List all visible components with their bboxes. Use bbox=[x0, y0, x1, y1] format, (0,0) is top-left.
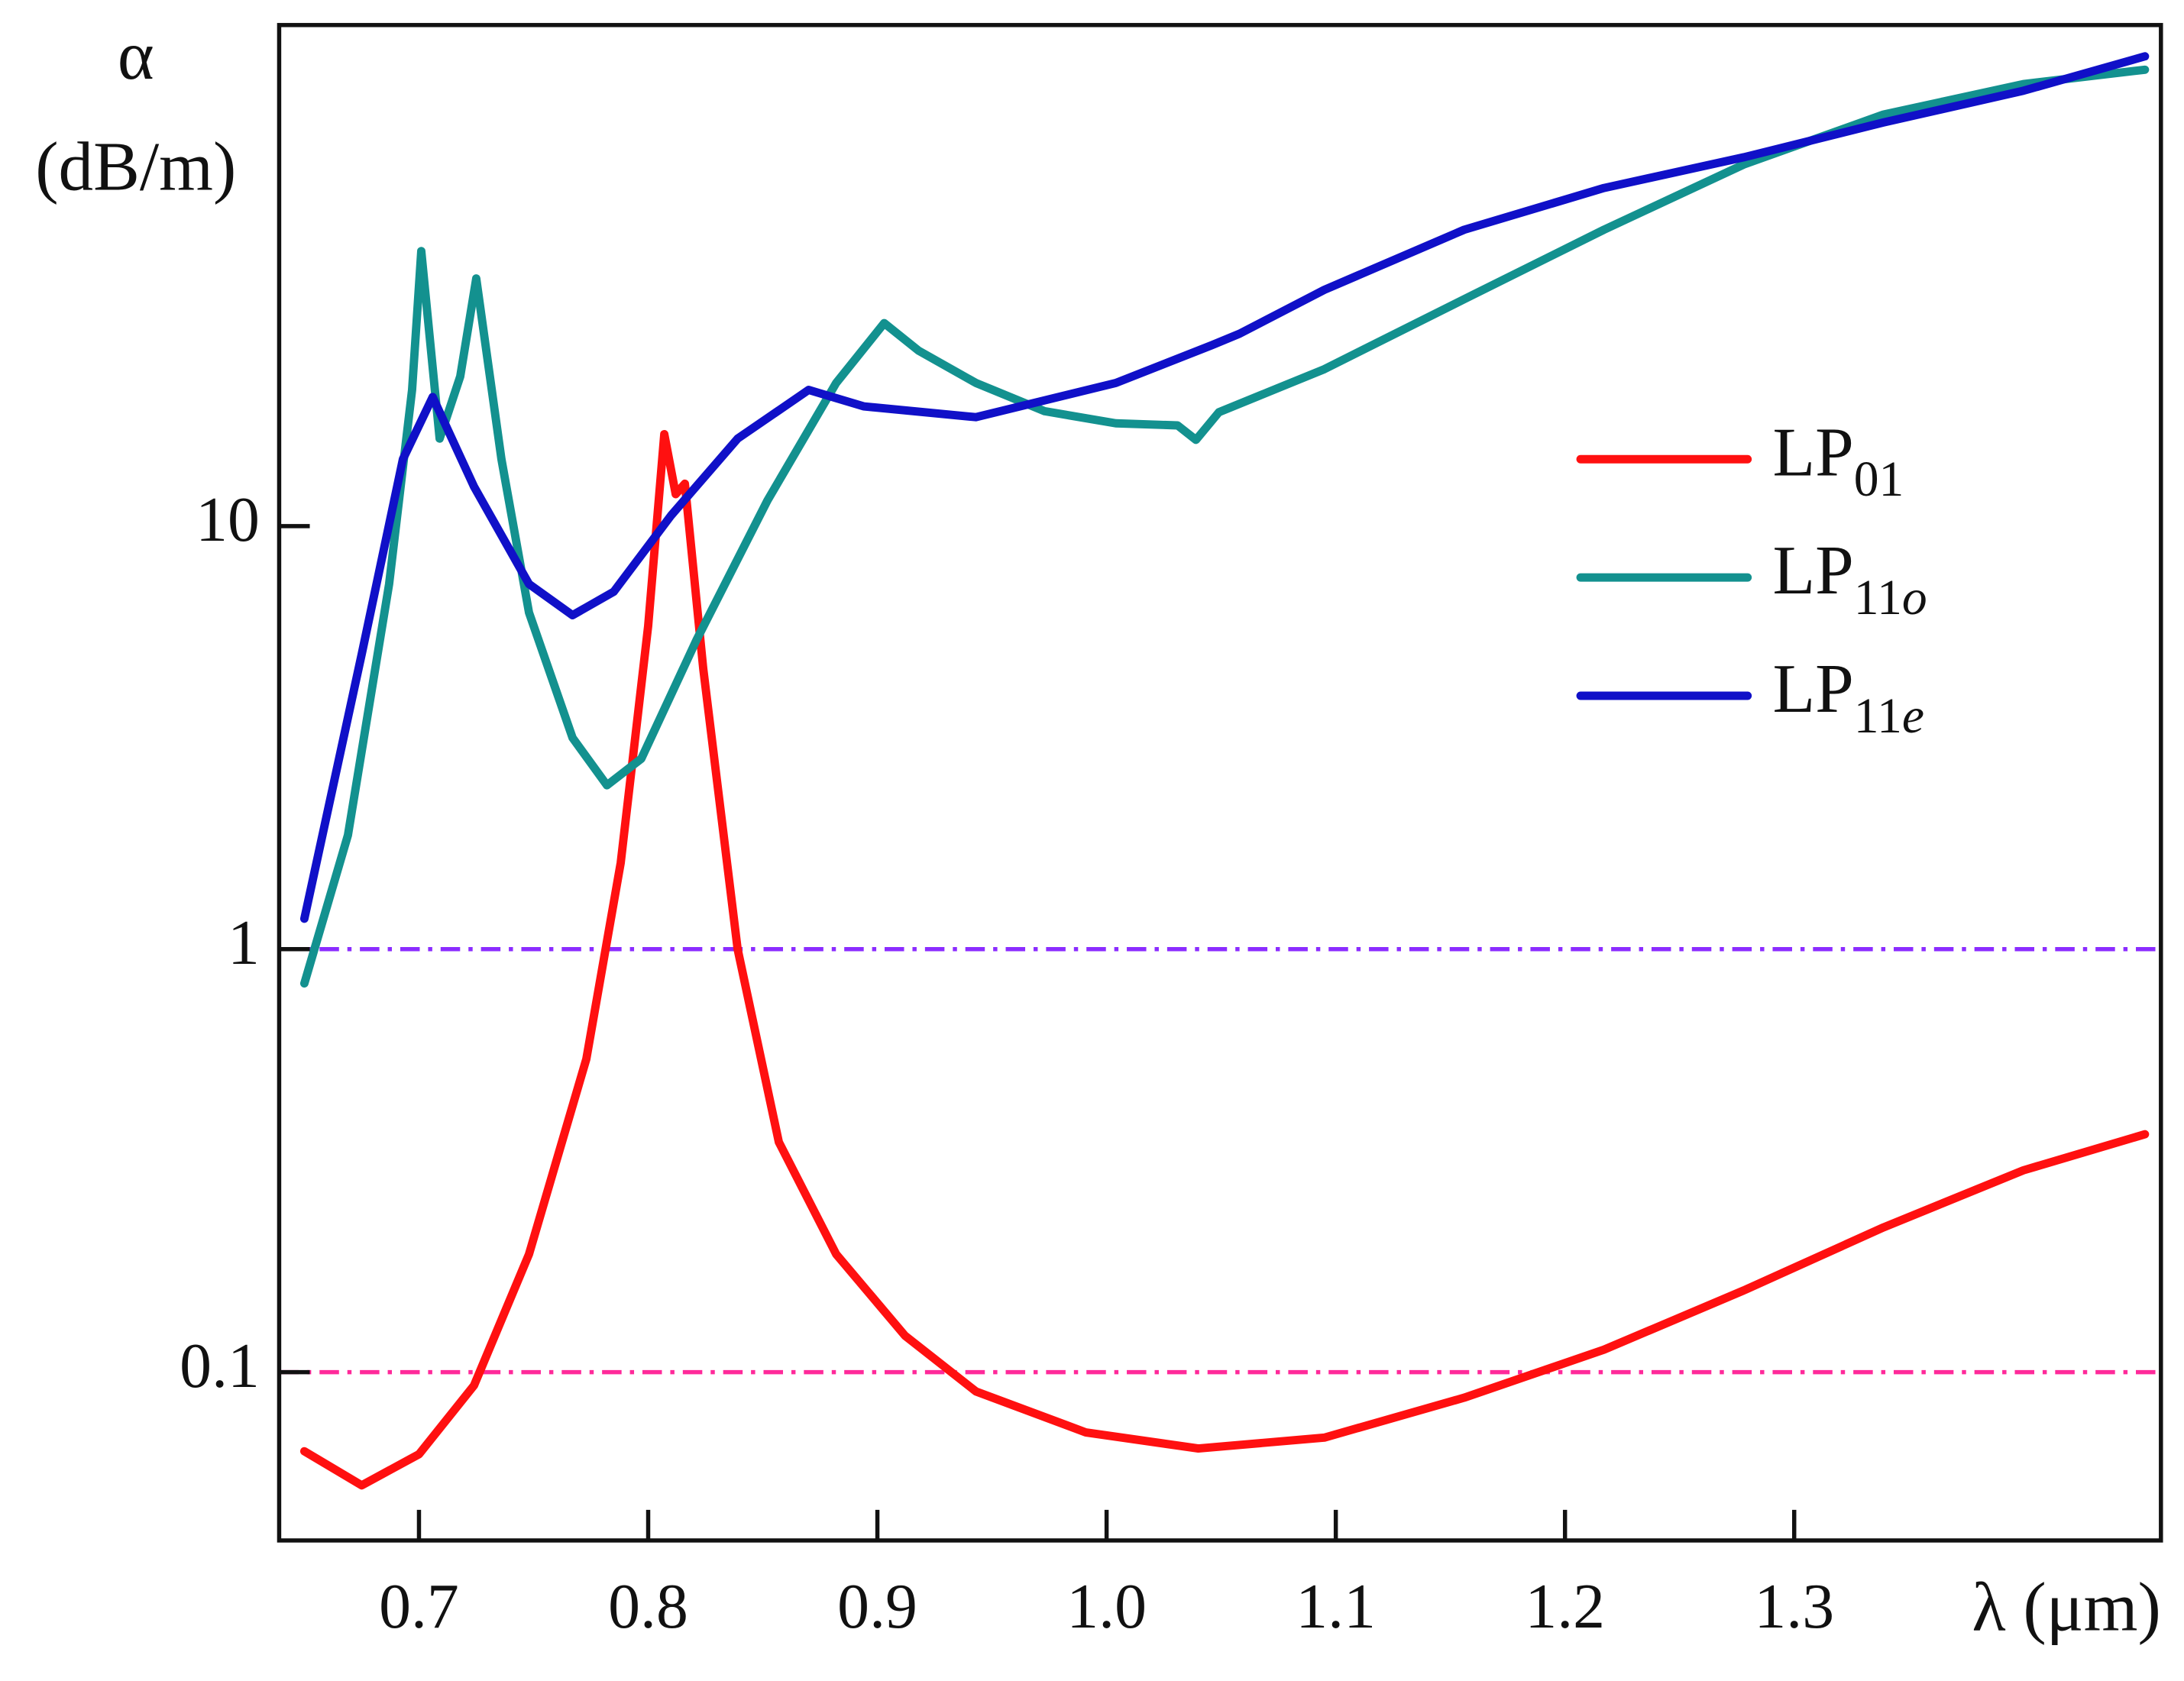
line-series bbox=[299, 430, 2150, 1490]
y-axis-symbol: α bbox=[118, 17, 154, 94]
x-axis-label: λ (μm) bbox=[1972, 1568, 2160, 1645]
y-tick-label: 1 bbox=[228, 907, 260, 978]
legend-label: LP01 bbox=[1772, 413, 1904, 507]
x-tick-label: 1.3 bbox=[1754, 1571, 1834, 1642]
y-tick-label: 10 bbox=[196, 484, 260, 555]
plot-frame bbox=[277, 23, 2163, 1543]
x-tick-label: 0.9 bbox=[837, 1571, 917, 1642]
x-tick-label: 0.7 bbox=[379, 1571, 459, 1642]
x-tick-label: 1.0 bbox=[1066, 1571, 1147, 1642]
x-tick-label: 1.1 bbox=[1296, 1571, 1376, 1642]
legend-label: LP11o bbox=[1772, 532, 1927, 626]
legend-label: LP11e bbox=[1772, 650, 1924, 744]
line-series bbox=[299, 52, 2150, 923]
line-series bbox=[299, 65, 2150, 988]
y-tick-label: 0.1 bbox=[180, 1330, 260, 1401]
x-tick-label: 0.8 bbox=[608, 1571, 688, 1642]
x-tick-label: 1.2 bbox=[1525, 1571, 1605, 1642]
y-axis-unit: (dB/m) bbox=[35, 128, 236, 205]
